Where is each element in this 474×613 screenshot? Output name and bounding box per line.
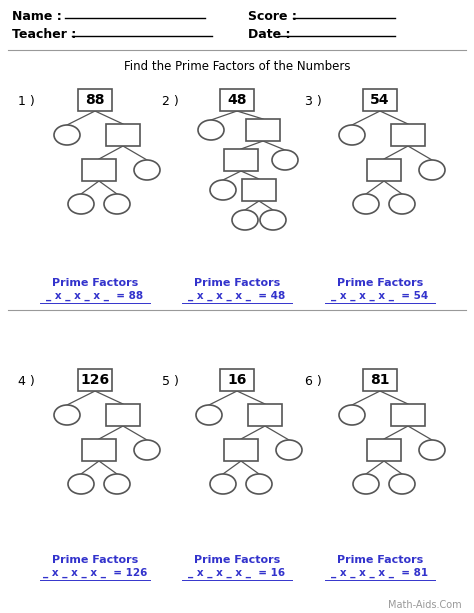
Text: Find the Prime Factors of the Numbers: Find the Prime Factors of the Numbers [124,60,350,73]
Ellipse shape [68,194,94,214]
Ellipse shape [210,474,236,494]
Text: _ x _ x _ x _  = 48: _ x _ x _ x _ = 48 [188,291,286,301]
Bar [78,369,112,391]
Ellipse shape [419,160,445,180]
Text: _ x _ x _ x _  = 16: _ x _ x _ x _ = 16 [189,568,285,578]
Text: Prime Factors: Prime Factors [194,555,280,565]
Bar [82,159,116,181]
Text: Prime Factors: Prime Factors [52,278,138,288]
Text: Date :: Date : [248,28,291,41]
Bar [363,369,397,391]
Ellipse shape [419,440,445,460]
Ellipse shape [339,405,365,425]
Text: Math-Aids.Com: Math-Aids.Com [388,600,462,610]
Text: 88: 88 [85,93,105,107]
Ellipse shape [260,210,286,230]
Text: _ x _ x _ x _  = 88: _ x _ x _ x _ = 88 [46,291,144,301]
Bar [246,119,280,141]
Text: 1 ): 1 ) [18,95,35,108]
Text: 6 ): 6 ) [305,375,322,388]
Text: 48: 48 [227,93,247,107]
Ellipse shape [389,194,415,214]
Ellipse shape [272,150,298,170]
Text: Score :: Score : [248,10,297,23]
Text: 81: 81 [370,373,390,387]
Text: 3 ): 3 ) [305,95,322,108]
Ellipse shape [134,160,160,180]
Text: _ x _ x _ x _  = 81: _ x _ x _ x _ = 81 [331,568,428,578]
Bar [224,149,258,171]
Ellipse shape [196,405,222,425]
Ellipse shape [134,440,160,460]
Text: Prime Factors: Prime Factors [194,278,280,288]
Ellipse shape [353,194,379,214]
Text: 2 ): 2 ) [162,95,179,108]
Text: 126: 126 [81,373,109,387]
Text: _ x _ x _ x _  = 126: _ x _ x _ x _ = 126 [43,568,147,578]
Ellipse shape [198,120,224,140]
Ellipse shape [104,474,130,494]
Bar [220,369,254,391]
Bar [242,179,276,201]
Ellipse shape [68,474,94,494]
Bar [106,124,140,146]
Bar [367,439,401,461]
Ellipse shape [232,210,258,230]
Text: _ x _ x _ x _  = 54: _ x _ x _ x _ = 54 [331,291,428,301]
Text: Prime Factors: Prime Factors [337,555,423,565]
Ellipse shape [54,125,80,145]
Ellipse shape [389,474,415,494]
Text: 16: 16 [228,373,246,387]
Ellipse shape [246,474,272,494]
Text: Teacher :: Teacher : [12,28,76,41]
Text: 5 ): 5 ) [162,375,179,388]
Ellipse shape [353,474,379,494]
Bar [391,124,425,146]
Text: Name :: Name : [12,10,62,23]
Ellipse shape [210,180,236,200]
Text: 54: 54 [370,93,390,107]
Ellipse shape [54,405,80,425]
Bar [220,89,254,111]
Ellipse shape [339,125,365,145]
Bar [363,89,397,111]
Text: Prime Factors: Prime Factors [337,278,423,288]
Text: 4 ): 4 ) [18,375,35,388]
Bar [367,159,401,181]
Bar [106,404,140,426]
Text: Prime Factors: Prime Factors [52,555,138,565]
Ellipse shape [104,194,130,214]
Bar [224,439,258,461]
Bar [391,404,425,426]
Bar [78,89,112,111]
Bar [248,404,282,426]
Ellipse shape [276,440,302,460]
Bar [82,439,116,461]
